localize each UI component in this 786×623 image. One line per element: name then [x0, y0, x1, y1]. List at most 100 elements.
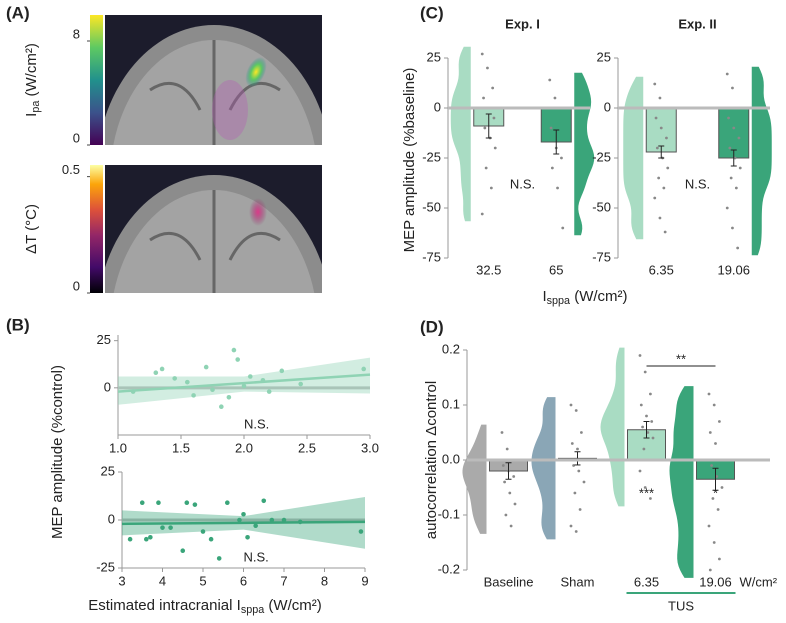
colorbar-label-part: pa [30, 101, 42, 113]
point [279, 368, 285, 374]
y-tick-label: 0.0 [442, 451, 460, 466]
y-tick-label: -75 [422, 249, 441, 264]
violin [751, 66, 772, 256]
x-tick-label: 5 [199, 573, 206, 588]
point [192, 502, 198, 507]
y-tick-label: 25 [597, 49, 611, 64]
point [572, 464, 575, 467]
colorbar [90, 165, 103, 293]
point [561, 226, 565, 230]
x-axis-label-part: sppa [241, 604, 264, 616]
point [361, 366, 367, 372]
point [642, 447, 646, 451]
point [737, 136, 741, 140]
point [658, 216, 662, 220]
y-tick-label: -25 [422, 149, 441, 164]
violin [450, 46, 471, 222]
point [653, 196, 657, 200]
point [712, 403, 716, 407]
point [736, 246, 740, 250]
point [666, 166, 670, 170]
point [570, 442, 574, 445]
point [569, 403, 573, 407]
point [582, 480, 586, 484]
y-tick-label: 0 [434, 99, 441, 114]
panel-label: (C) [420, 3, 444, 22]
point [549, 126, 553, 130]
point [576, 447, 579, 451]
point [712, 541, 716, 544]
point [127, 536, 133, 542]
point [654, 116, 658, 120]
x-axis-label-part: (W/cm²) [264, 597, 321, 614]
x-tick-label: 6 [240, 573, 247, 588]
point [708, 568, 712, 572]
x-tick-label: Baseline [484, 574, 534, 589]
tick-label: 0 [73, 278, 80, 293]
violin [600, 347, 625, 507]
point [512, 475, 516, 478]
x-tick-label: 1.5 [172, 440, 190, 455]
point [160, 525, 165, 530]
y-tick-label: -0.1 [438, 506, 460, 521]
point [569, 524, 573, 528]
point [734, 186, 738, 190]
point [148, 534, 153, 540]
point [159, 366, 165, 372]
violin [462, 424, 487, 534]
point [578, 508, 582, 511]
violin [574, 72, 595, 236]
point [714, 442, 717, 445]
point [503, 480, 506, 484]
point [729, 176, 733, 180]
x-tick-label: 2.5 [298, 440, 316, 455]
x-tick-label: 32.5 [476, 262, 501, 277]
tick-label: 8 [73, 26, 80, 41]
point [638, 354, 642, 357]
colorbar-label-part: (W/cm²) [23, 43, 40, 100]
point [733, 156, 737, 160]
colorbar-label: ΔT (°C) [23, 204, 40, 254]
point [658, 96, 662, 100]
point [130, 389, 136, 394]
point [718, 420, 721, 423]
point [184, 500, 190, 506]
point [492, 116, 496, 120]
point [638, 469, 642, 473]
violin [623, 76, 644, 240]
colorbar-label-part: ΔT (°C) [23, 204, 40, 254]
tick-label: 0.5 [62, 162, 80, 177]
x-tick-label: 1.0 [109, 440, 127, 455]
point [225, 500, 230, 506]
point [156, 500, 161, 506]
x-tick-label: 65 [549, 262, 563, 277]
point [556, 186, 559, 190]
annotation: N.S. [244, 416, 269, 431]
point [297, 519, 303, 525]
point [708, 431, 712, 434]
point [553, 96, 557, 100]
point [659, 126, 663, 130]
group-label: TUS [668, 598, 694, 613]
x-axis-label-part: (W/cm²) [570, 288, 627, 305]
x-tick-label: 9 [361, 573, 368, 588]
point [216, 556, 222, 561]
point [574, 409, 578, 412]
point [548, 78, 552, 82]
point [731, 226, 734, 230]
point [261, 498, 267, 504]
point [489, 186, 493, 190]
point [482, 96, 485, 100]
point [253, 523, 258, 529]
point [241, 383, 247, 389]
y-tick-label: -50 [592, 199, 611, 214]
x-tick-label: Sham [561, 574, 595, 589]
point [650, 420, 654, 423]
x-tick-label: 3.0 [361, 440, 379, 455]
point [269, 517, 275, 523]
point [573, 491, 577, 495]
point [208, 536, 214, 542]
point [226, 394, 232, 400]
y-tick-label: 25 [101, 463, 115, 478]
point [655, 146, 659, 150]
